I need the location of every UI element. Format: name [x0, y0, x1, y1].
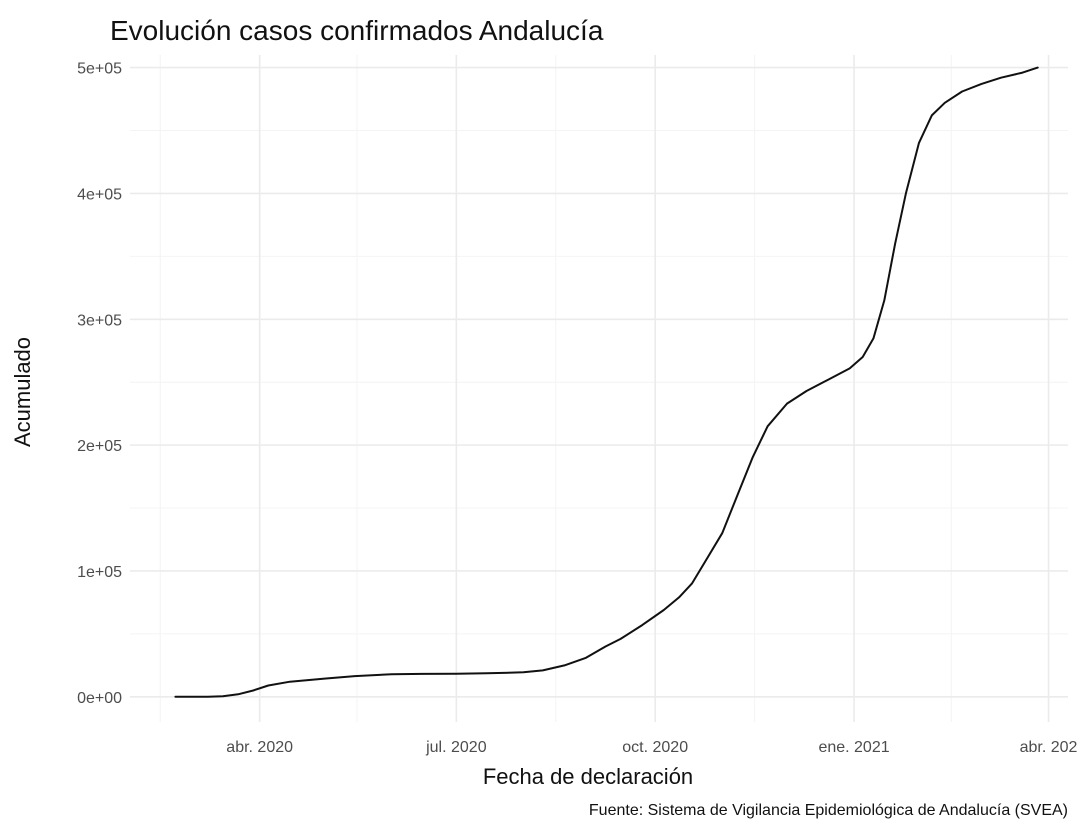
y-axis-ticks: 0e+00 1e+05 2e+05 3e+05 4e+05 5e+05 — [77, 61, 122, 707]
x-axis-ticks: abr. 2020 jul. 2020 oct. 2020 ene. 2021 abr.… — [226, 739, 1077, 756]
x-axis-title: Fecha de declaración — [483, 764, 693, 789]
series-line-cumulative-cases — [174, 66, 1039, 698]
y-tick-label: 4e+05 — [77, 186, 122, 203]
y-tick-label: 3e+05 — [77, 312, 122, 329]
x-tick-label: jul. 2020 — [425, 739, 487, 756]
x-tick-label: abr. 202 — [1020, 739, 1078, 756]
y-tick-label: 1e+05 — [77, 564, 122, 581]
y-axis-title: Acumulado — [10, 337, 35, 447]
chart-caption: Fuente: Sistema de Vigilancia Epidemioló… — [589, 802, 1068, 819]
x-tick-label: oct. 2020 — [622, 739, 688, 756]
y-tick-label: 0e+00 — [77, 690, 122, 707]
y-tick-label: 5e+05 — [77, 61, 122, 78]
x-tick-label: abr. 2020 — [226, 739, 293, 756]
chart-title: Evolución casos confirmados Andalucía — [110, 15, 604, 46]
gridlines — [130, 55, 1068, 722]
x-tick-label: ene. 2021 — [818, 739, 889, 756]
y-tick-label: 2e+05 — [77, 438, 122, 455]
series-layer — [174, 66, 1039, 698]
